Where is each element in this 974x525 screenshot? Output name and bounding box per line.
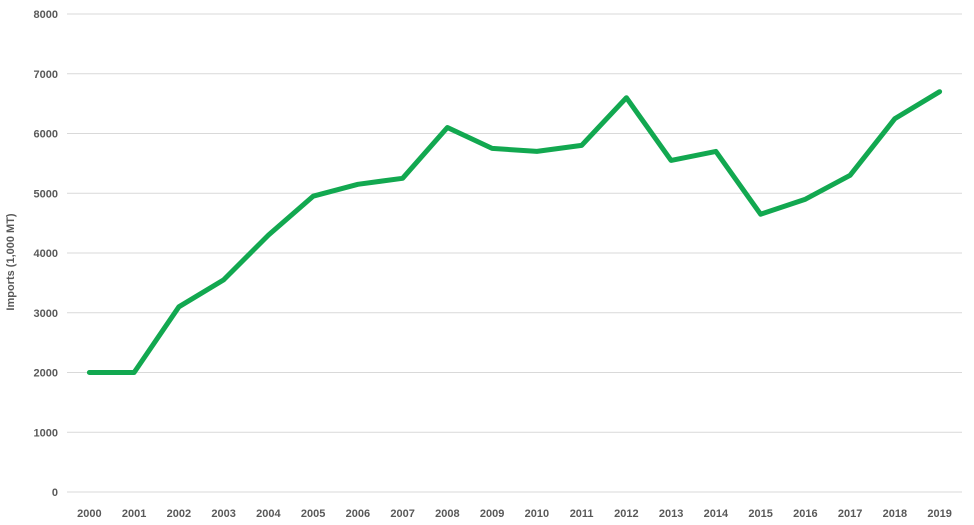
x-tick-label: 2011	[570, 508, 594, 520]
x-tick-label: 2004	[256, 508, 281, 520]
x-axis-tick-labels: 2000 2001 2002 2003 2004 2005 2006 2007 2008 2009…	[77, 508, 952, 520]
x-tick-label: 2002	[167, 508, 191, 520]
x-tick-label: 2018	[883, 508, 907, 520]
x-tick-label: 2006	[346, 508, 370, 520]
x-tick-label: 2005	[301, 508, 325, 520]
y-tick-label: 5000	[34, 188, 58, 200]
x-tick-label: 2015	[748, 508, 772, 520]
x-tick-label: 2013	[659, 508, 683, 520]
imports-line-series	[86, 89, 943, 375]
x-tick-label: 2008	[435, 508, 459, 520]
x-tick-label: 2000	[77, 508, 101, 520]
y-tick-label: 2000	[34, 368, 58, 380]
y-tick-label: 7000	[34, 69, 58, 81]
x-tick-label: 2009	[480, 508, 504, 520]
x-tick-label: 2019	[927, 508, 951, 520]
x-tick-label: 2003	[211, 508, 235, 520]
y-tick-label: 4000	[34, 248, 58, 260]
data-series-group	[86, 89, 943, 375]
y-tick-label: 1000	[34, 427, 58, 439]
gridlines-group	[67, 13, 962, 493]
y-tick-label: 3000	[34, 308, 58, 320]
y-axis-title: Imports (1,000 MT)	[5, 213, 17, 311]
x-tick-label: 2016	[793, 508, 817, 520]
x-tick-label: 2001	[122, 508, 146, 520]
x-tick-label: 2007	[390, 508, 414, 520]
y-tick-label: 6000	[34, 129, 58, 141]
y-axis-tick-labels: 0 1000 2000 3000 4000 5000 6000 7000 8000	[34, 9, 58, 499]
x-tick-label: 2017	[838, 508, 862, 520]
x-tick-label: 2014	[704, 508, 729, 520]
x-tick-label: 2012	[614, 508, 638, 520]
x-tick-label: 2010	[525, 508, 549, 520]
y-tick-label: 8000	[34, 9, 58, 21]
y-tick-label: 0	[52, 487, 58, 499]
